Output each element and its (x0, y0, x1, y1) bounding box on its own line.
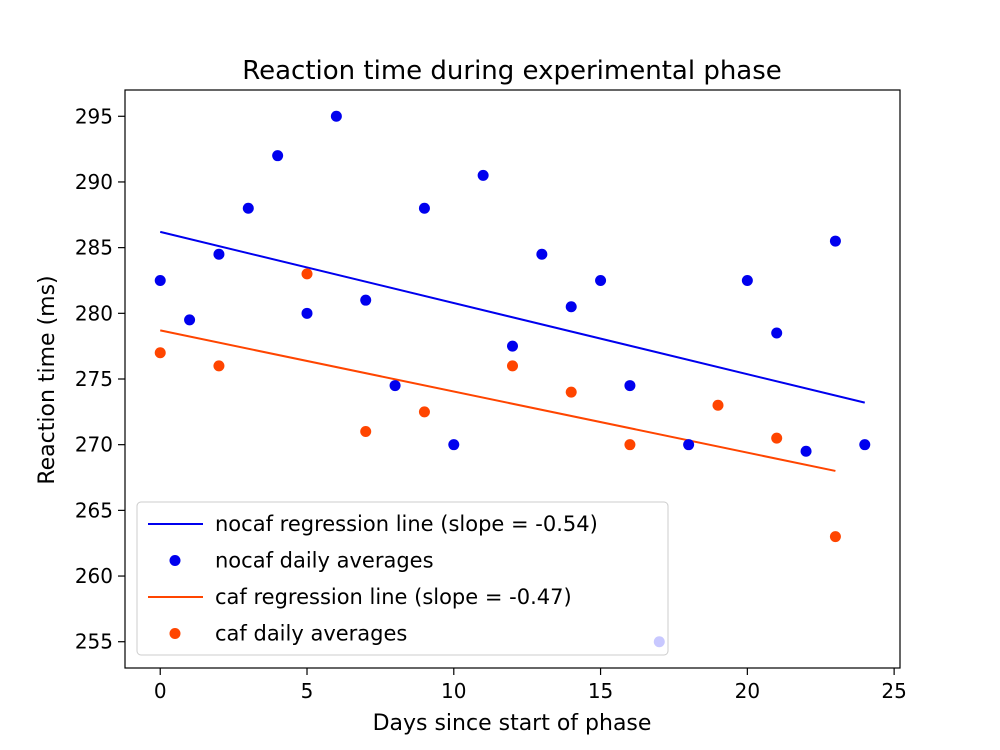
caf-point (154, 347, 166, 359)
legend-box (136, 501, 669, 656)
y-tick-label: 270 (75, 433, 113, 457)
caf-point (771, 432, 783, 444)
y-tick-label: 275 (75, 367, 113, 391)
y-axis-label: Reaction time (ms) (35, 275, 60, 484)
x-tick-label: 20 (735, 679, 760, 703)
y-tick-label: 290 (75, 170, 113, 194)
caf-point (624, 439, 636, 451)
nocaf-point (242, 202, 254, 214)
y-tick-label: 295 (75, 104, 113, 128)
faint-point (653, 636, 665, 648)
nocaf-point (360, 294, 372, 306)
nocaf-point (184, 314, 196, 326)
nocaf-point (330, 110, 342, 122)
nocaf-point (418, 202, 430, 214)
x-tick-label: 0 (154, 679, 167, 703)
nocaf-point (272, 150, 284, 162)
chart-title: Reaction time during experimental phase (242, 56, 782, 86)
x-tick-label: 10 (441, 679, 466, 703)
legend-label: nocaf regression line (slope = -0.54) (215, 512, 598, 536)
caf-regression-line (160, 329, 836, 472)
nocaf-point (771, 327, 783, 339)
caf-point (301, 268, 313, 280)
legend-label: caf daily averages (215, 622, 407, 646)
x-tick-label: 25 (881, 679, 906, 703)
nocaf-point (389, 380, 401, 392)
nocaf-point (213, 248, 225, 260)
nocaf-point (741, 274, 753, 286)
nocaf-point (800, 445, 812, 457)
caf-point (712, 399, 724, 411)
legend-label: nocaf daily averages (215, 549, 434, 573)
nocaf-point (507, 340, 518, 352)
y-tick-label: 260 (75, 564, 113, 588)
nocaf-point (595, 274, 607, 286)
nocaf-point (683, 439, 695, 451)
caf-point (565, 386, 577, 398)
nocaf-point (477, 169, 489, 181)
legend-marker-swatch (169, 555, 181, 566)
caf-point (418, 406, 430, 418)
nocaf-point (154, 274, 166, 286)
y-tick-label: 280 (75, 301, 113, 325)
caf-point (360, 426, 372, 438)
x-tick-label: 5 (301, 679, 314, 703)
x-tick-label: 15 (588, 679, 613, 703)
nocaf-point (448, 439, 460, 451)
x-axis-label: Days since start of phase (373, 711, 652, 736)
nocaf-point (565, 301, 577, 313)
nocaf-point (301, 307, 313, 319)
nocaf-regression-line (159, 230, 866, 404)
y-tick-label: 265 (75, 498, 113, 522)
nocaf-point (624, 380, 636, 392)
caf-point (829, 531, 841, 543)
legend-marker-swatch (169, 628, 181, 639)
nocaf-point (859, 439, 871, 451)
plot-area: 0 5 10 15 20 25 255 260 265 270 275 280 285 290 295 noc… (75, 89, 907, 703)
caf-point (507, 360, 518, 372)
y-tick-label: 255 (75, 630, 113, 654)
y-tick-label: 285 (75, 236, 113, 260)
caf-point (213, 360, 225, 372)
nocaf-point (536, 248, 548, 260)
legend-label: caf regression line (slope = -0.47) (215, 585, 572, 609)
nocaf-point (829, 235, 841, 247)
